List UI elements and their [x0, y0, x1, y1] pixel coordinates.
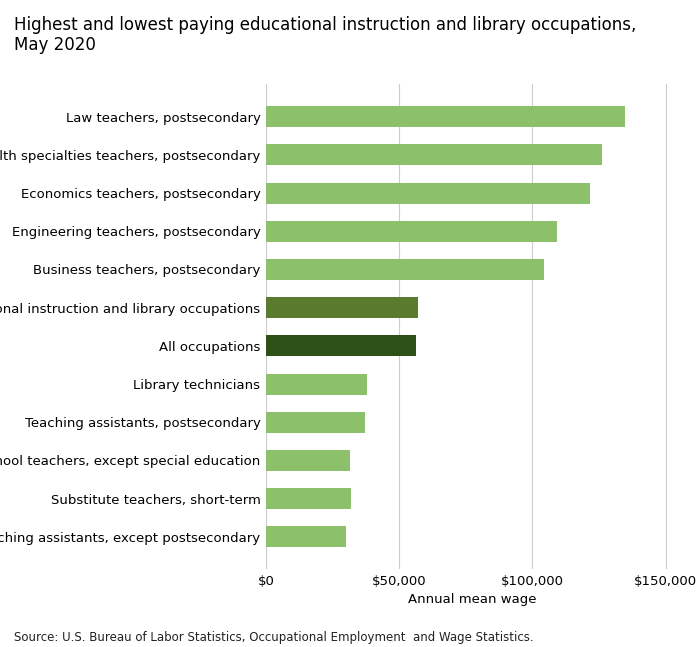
- Bar: [266, 182, 589, 204]
- Bar: [266, 259, 544, 280]
- Text: Highest and lowest paying educational instruction and library occupations,: Highest and lowest paying educational in…: [14, 16, 636, 34]
- Bar: [266, 488, 351, 509]
- Bar: [266, 335, 416, 356]
- Bar: [266, 106, 624, 127]
- Bar: [266, 411, 365, 433]
- Bar: [266, 526, 346, 547]
- Bar: [266, 373, 368, 395]
- Bar: [266, 144, 602, 166]
- X-axis label: Annual mean wage: Annual mean wage: [408, 593, 537, 606]
- Text: Source: U.S. Bureau of Labor Statistics, Occupational Employment  and Wage Stati: Source: U.S. Bureau of Labor Statistics,…: [14, 631, 533, 644]
- Bar: [266, 297, 418, 318]
- Bar: [266, 221, 557, 242]
- Text: May 2020: May 2020: [14, 36, 96, 54]
- Bar: [266, 450, 350, 471]
